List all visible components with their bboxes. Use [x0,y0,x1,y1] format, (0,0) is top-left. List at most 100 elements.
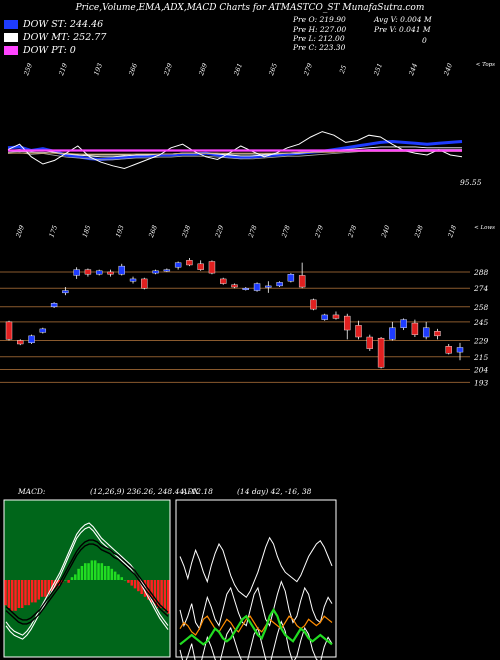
legend-label: DOW PT: 0 [23,45,76,56]
macd-histogram-bar [90,560,94,580]
macd-histogram-bar [34,580,37,603]
ema-line [7,146,462,158]
legend-label: DOW MT: 252.77 [23,32,107,43]
price-level-label: 204 [473,366,489,375]
low-label: 193 [114,224,126,238]
avg-volume: Avg V: 0.004 M [374,15,432,24]
candle-body [231,284,238,288]
adx-line [179,536,333,599]
low-label: 278 [247,224,259,239]
adx-line [179,607,333,646]
candle-body [411,322,419,335]
candle-body [287,274,295,282]
adx-readout: (14 day) 42, -16, 38 [237,487,312,496]
legend-dow-pt: DOW PT: 0 [4,45,76,56]
low-label: 240 [379,224,391,239]
candle-body [28,335,35,344]
candle-body [39,328,47,333]
low-label: 175 [47,224,59,238]
price-level-label: 258 [473,303,489,312]
top-label: 25 [338,64,349,75]
candle-body [434,331,441,337]
candle-body [5,321,13,340]
candle-body [62,290,69,294]
adx-line [179,615,333,636]
adx-title: ADX [181,487,199,496]
top-label: 266 [127,62,139,77]
zero-label: 0 [422,36,427,45]
candle-body [366,336,373,349]
macd-histogram-bar [120,577,124,580]
candle-body [197,263,204,270]
prev-low: Pre L: 212.00 [293,34,345,43]
legend-label: DOW ST: 244.46 [23,19,104,30]
adx-panel: ADX (14 day) 42, -16, 38 [175,487,337,660]
prev-open: Pre O: 219.90 [293,15,346,24]
top-label: 261 [232,62,244,77]
macd-histogram-bar [127,580,130,583]
candle-body [355,325,362,338]
macd-histogram-bar [87,563,90,580]
candle-body [163,269,171,272]
price-level-label: 245 [473,318,489,327]
top-label: 193 [92,62,104,76]
legend-dow-st: DOW ST: 244.46 [4,19,103,30]
low-label: 229 [213,224,225,239]
candle-body [95,270,103,275]
macd-histogram-bar [123,580,127,581]
prev-close: Pre C: 223.30 [293,43,346,52]
low-label: 258 [180,224,192,239]
macd-histogram-bar [160,580,163,608]
tops-label: < Tops [476,62,495,68]
top-label: 265 [267,62,279,77]
candle-body [422,327,430,338]
macd-histogram-bar [24,580,27,606]
low-label: 218 [446,224,458,239]
macd-histogram-bar [150,580,153,603]
macd-histogram-bar [100,563,104,580]
top-label: 229 [162,62,174,77]
low-label: 278 [280,224,292,239]
macd-histogram-bar [70,577,74,580]
candle-body [152,270,159,274]
candle-body [220,278,227,284]
low-label: 268 [147,224,159,239]
price-level-label: 193 [474,378,489,387]
candle-body [242,288,249,290]
candle-body [389,327,396,340]
macd-readout: (12,26,9) 236.26, 248.44, -12.18 [90,487,213,496]
macd-panel: MACD: (12,26,9) 236.26, 248.44, -12.18 [3,487,213,658]
price-panel: 288 274 258 245 229 215 204 193 [0,258,489,387]
macd-line [5,539,169,621]
macd-histogram-bar [30,580,34,603]
macd-histogram-bar [110,568,114,580]
top-label: 244 [407,62,419,77]
candle-body [377,337,385,368]
candle-body [400,319,407,328]
candle-body [344,315,351,331]
candle-body [445,346,452,354]
macd-histogram-bar [40,580,44,597]
candle-body [118,265,125,275]
macd-title: MACD: [17,487,46,496]
legend-swatch-white [4,33,18,42]
low-label: 209 [14,224,26,239]
macd-histogram-bar [163,580,167,611]
top-label: 269 [197,62,209,77]
macd-histogram-bar [67,580,70,583]
candle-body [174,262,182,268]
macd-background [3,499,171,658]
candle-body [84,269,92,275]
price-level-label: 215 [473,353,489,362]
macd-histogram-bar [113,571,117,580]
macd-histogram-bar [130,580,133,586]
candle-body [321,314,328,320]
candle-body [73,269,80,276]
macd-histogram-bar [103,566,107,580]
low-label: 279 [313,224,325,239]
macd-histogram-bar [153,580,157,606]
low-label: 238 [413,224,425,239]
price-level-label: 229 [473,336,489,345]
candle-body [208,261,216,274]
